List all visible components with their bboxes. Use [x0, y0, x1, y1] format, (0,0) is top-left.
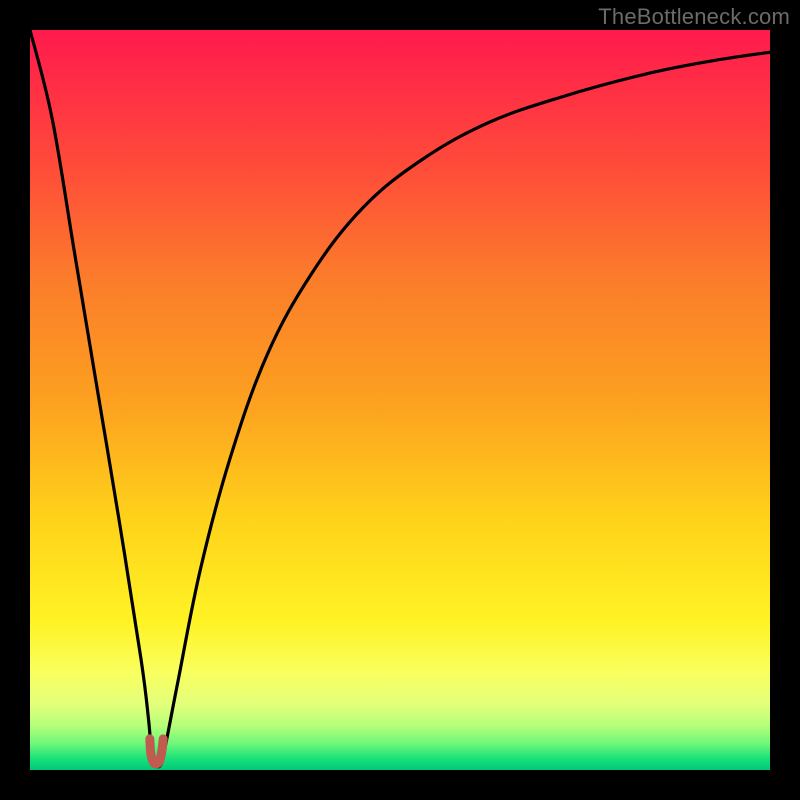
- bottleneck-chart: [0, 0, 800, 800]
- watermark-text: TheBottleneck.com: [598, 4, 790, 30]
- chart-container: TheBottleneck.com: [0, 0, 800, 800]
